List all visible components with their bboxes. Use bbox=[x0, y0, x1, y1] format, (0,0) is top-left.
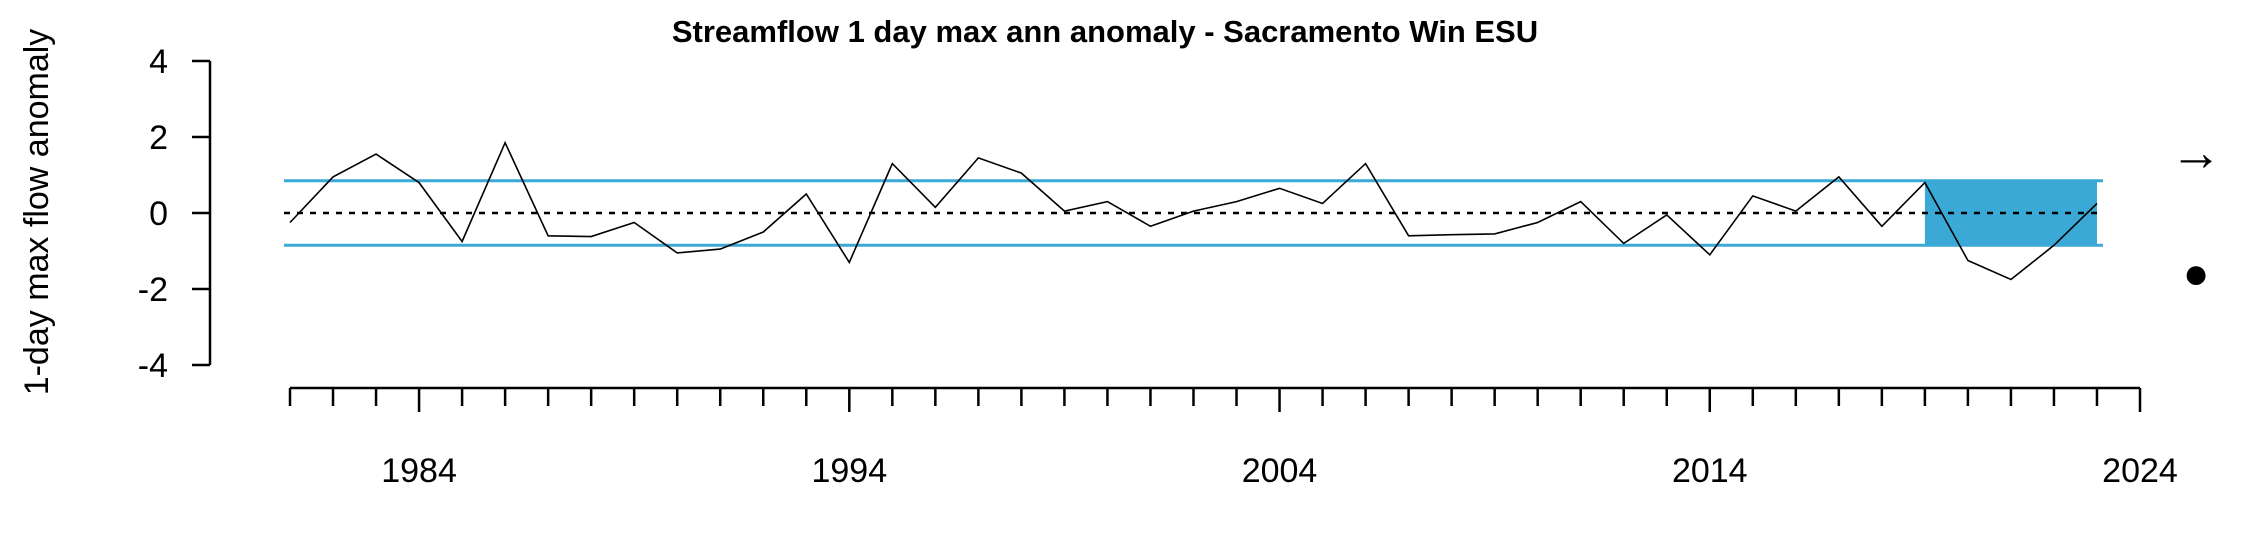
y-tick-label: 4 bbox=[149, 43, 168, 81]
y-axis: 4 2 0 -2 -4 bbox=[138, 43, 212, 385]
x-tick-label: 2014 bbox=[1672, 452, 1748, 490]
y-axis-label: 1-day max flow anomaly bbox=[18, 29, 56, 396]
x-tick-label: 2024 bbox=[2102, 452, 2178, 490]
status-dot-icon: ● bbox=[2183, 249, 2210, 298]
y-tick-label: -4 bbox=[138, 347, 168, 385]
y-tick-label: 2 bbox=[149, 119, 168, 157]
x-axis: 1984 1994 2004 2014 2024 bbox=[288, 386, 2178, 490]
anomaly-series-line bbox=[289, 140, 2098, 281]
chart-title: Streamflow 1 day max ann anomaly - Sacra… bbox=[672, 14, 1538, 49]
x-tick-label: 1994 bbox=[811, 452, 887, 490]
y-tick-label: -2 bbox=[138, 271, 168, 309]
y-tick-label: 0 bbox=[149, 195, 168, 233]
trend-arrow-icon: → bbox=[2170, 124, 2222, 182]
x-tick-label: 2004 bbox=[1242, 452, 1318, 490]
x-tick-label: 1984 bbox=[381, 452, 457, 490]
